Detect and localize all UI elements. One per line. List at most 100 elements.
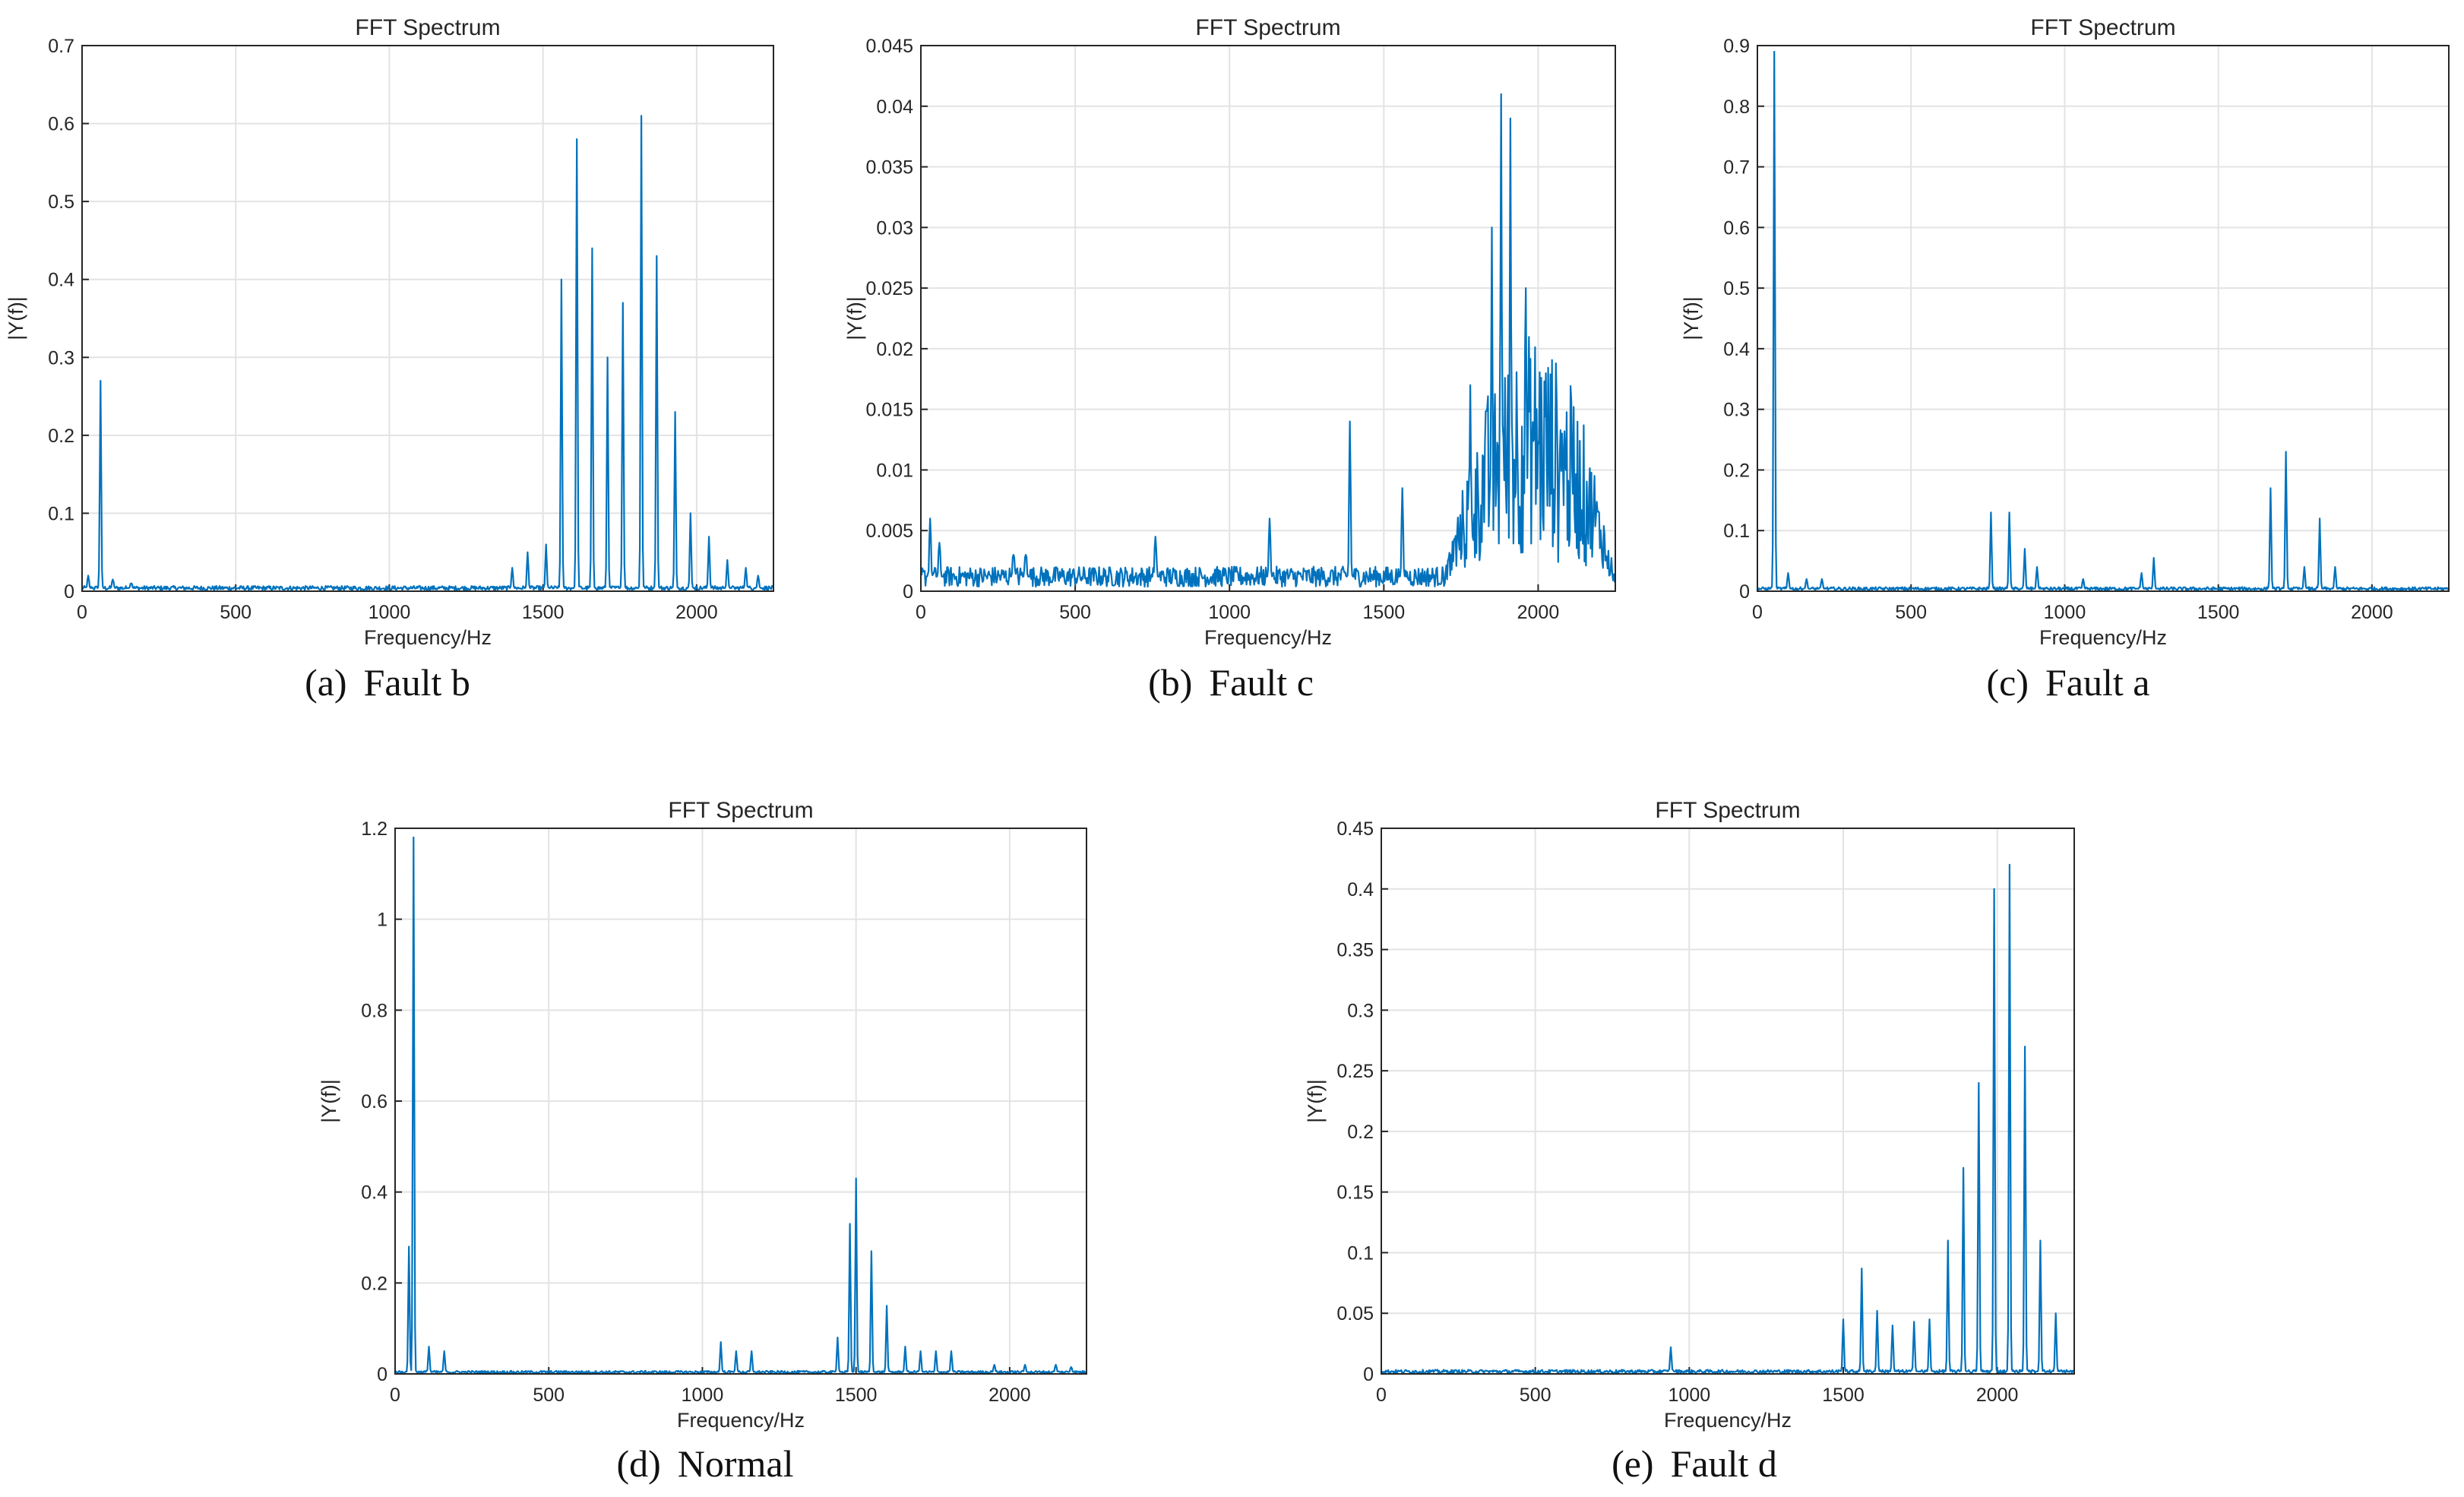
x-tick-label: 0 [390, 1385, 400, 1406]
y-axis-label: |Y(f)| [1680, 296, 1703, 340]
y-tick-label: 0.015 [865, 400, 913, 421]
y-tick-label: 0.005 [865, 521, 913, 542]
y-axis-label: |Y(f)| [1304, 1079, 1327, 1123]
spectrum-line [394, 836, 1087, 1375]
panel-caption-text: Fault a [2045, 661, 2149, 704]
panel-caption: (a) Fault b [305, 661, 470, 704]
y-tick-label: 0.4 [48, 270, 74, 291]
plot-frame [1381, 828, 2075, 1375]
x-tick-label: 0 [1376, 1385, 1387, 1406]
y-tick-label: 0.03 [876, 217, 913, 239]
x-tick-label: 1000 [368, 602, 411, 623]
x-tick-label: 1500 [2197, 602, 2240, 623]
panel-caption-letter: (c) [1987, 661, 2029, 704]
panel-caption-text: Fault d [1671, 1442, 1777, 1485]
panel-caption: (d) Normal [616, 1442, 793, 1485]
y-tick-label: 0.04 [876, 97, 913, 118]
y-tick-label: 0 [1739, 581, 1750, 603]
x-tick-label: 500 [220, 602, 251, 623]
x-tick-label: 2000 [1976, 1385, 2019, 1406]
y-tick-label: 0 [64, 581, 74, 603]
chart-title: FFT Spectrum [2030, 15, 2175, 40]
x-axis-label: Frequency/Hz [1204, 626, 1332, 649]
y-tick-label: 0.6 [361, 1091, 387, 1112]
panel-caption-text: Normal [678, 1442, 794, 1485]
y-tick-label: 0.025 [865, 278, 913, 299]
y-tick-label: 0.01 [876, 460, 913, 481]
y-tick-label: 1.2 [361, 818, 387, 840]
y-tick-label: 0 [903, 581, 913, 603]
x-axis-label: Frequency/Hz [677, 1409, 805, 1432]
y-tick-label: 0.4 [1347, 879, 1374, 900]
x-tick-label: 500 [1059, 602, 1091, 623]
y-tick-label: 0 [1363, 1364, 1374, 1385]
plot-frame [920, 45, 1616, 592]
x-tick-label: 1000 [682, 1385, 724, 1406]
y-axis-label: |Y(f)| [843, 296, 866, 340]
y-axis-label: |Y(f)| [5, 296, 27, 340]
plot-frame [81, 45, 774, 592]
y-axis-label: |Y(f)| [318, 1079, 340, 1123]
chart-panel-2: 0 500 1000 1500 2000 0 0.005 0.01 0.015 0.02 0.025… [843, 15, 1617, 704]
x-tick-label: 2000 [988, 1385, 1031, 1406]
x-tick-label: 1500 [835, 1385, 878, 1406]
plot-frame [394, 828, 1087, 1375]
chart-title: FFT Spectrum [668, 798, 813, 823]
chart-panel-5: 0 500 1000 1500 2000 0 0.05 0.1 0.15 0.2 0.25 0.3 0.… [1304, 798, 2075, 1485]
x-tick-label: 1500 [1363, 602, 1406, 623]
chart-title: FFT Spectrum [1195, 15, 1340, 40]
x-tick-label: 0 [1752, 602, 1763, 623]
spectrum-line [1381, 863, 2075, 1375]
y-tick-label: 0.02 [876, 339, 913, 360]
chart-title: FFT Spectrum [1655, 798, 1800, 823]
y-tick-label: 0.9 [1723, 36, 1750, 57]
spectrum-line [81, 115, 774, 591]
y-tick-label: 0.3 [1723, 400, 1750, 421]
y-tick-label: 0.3 [48, 347, 74, 369]
spectrum-line [919, 93, 1617, 588]
x-tick-label: 1500 [522, 602, 565, 623]
x-tick-label: 500 [1520, 1385, 1551, 1406]
x-tick-label: 0 [916, 602, 926, 623]
panel-caption: (b) Fault c [1148, 661, 1314, 704]
y-tick-label: 0.2 [1347, 1122, 1374, 1143]
y-tick-label: 0.2 [1723, 460, 1750, 481]
x-axis-label: Frequency/Hz [1664, 1409, 1792, 1432]
panel-caption-letter: (e) [1612, 1442, 1654, 1485]
y-tick-label: 0.7 [1723, 157, 1750, 179]
x-tick-label: 500 [533, 1385, 565, 1406]
y-tick-label: 0.05 [1336, 1303, 1374, 1325]
y-tick-label: 0.1 [48, 503, 74, 524]
y-tick-label: 0.2 [361, 1273, 387, 1294]
x-tick-label: 1000 [1668, 1385, 1711, 1406]
y-tick-label: 0.15 [1336, 1182, 1374, 1204]
y-tick-label: 0.35 [1336, 940, 1374, 961]
x-tick-label: 2000 [1517, 602, 1560, 623]
x-tick-label: 2000 [2351, 602, 2393, 623]
y-tick-label: 1 [377, 910, 387, 931]
x-tick-label: 2000 [675, 602, 718, 623]
y-tick-label: 0.4 [1723, 339, 1750, 360]
chart-panel-3: 0 500 1000 1500 2000 0 0.1 0.2 0.3 0.4 0.5 0.6 0.7 0.… [1680, 15, 2450, 704]
y-tick-label: 0.3 [1347, 1000, 1374, 1021]
y-tick-label: 0.5 [48, 191, 74, 213]
y-tick-label: 0.045 [865, 36, 913, 57]
y-tick-label: 0.8 [361, 1000, 387, 1021]
panel-caption: (e) Fault d [1612, 1442, 1777, 1485]
y-tick-label: 0.8 [1723, 97, 1750, 118]
y-tick-label: 0.5 [1723, 278, 1750, 299]
panel-caption-text: Fault b [364, 661, 470, 704]
y-tick-label: 0.45 [1336, 818, 1374, 840]
panel-caption: (c) Fault a [1987, 661, 2150, 704]
chart-title: FFT Spectrum [355, 15, 500, 40]
chart-panel-4: 0 500 1000 1500 2000 0 0.2 0.4 0.6 0.8 1 1.2 FFT Spe… [318, 798, 1087, 1485]
x-tick-label: 1000 [1208, 602, 1251, 623]
panel-caption-letter: (d) [616, 1442, 660, 1485]
panel-caption-text: Fault c [1209, 661, 1313, 704]
chart-panel-1: 0 500 1000 1500 2000 0 0.1 0.2 0.3 0.4 0.5 0.6 0.7 FF… [5, 15, 774, 704]
x-tick-label: 500 [1895, 602, 1927, 623]
spectrum-line [1757, 50, 2450, 592]
x-tick-label: 1500 [1822, 1385, 1865, 1406]
x-tick-label: 1000 [2044, 602, 2086, 623]
